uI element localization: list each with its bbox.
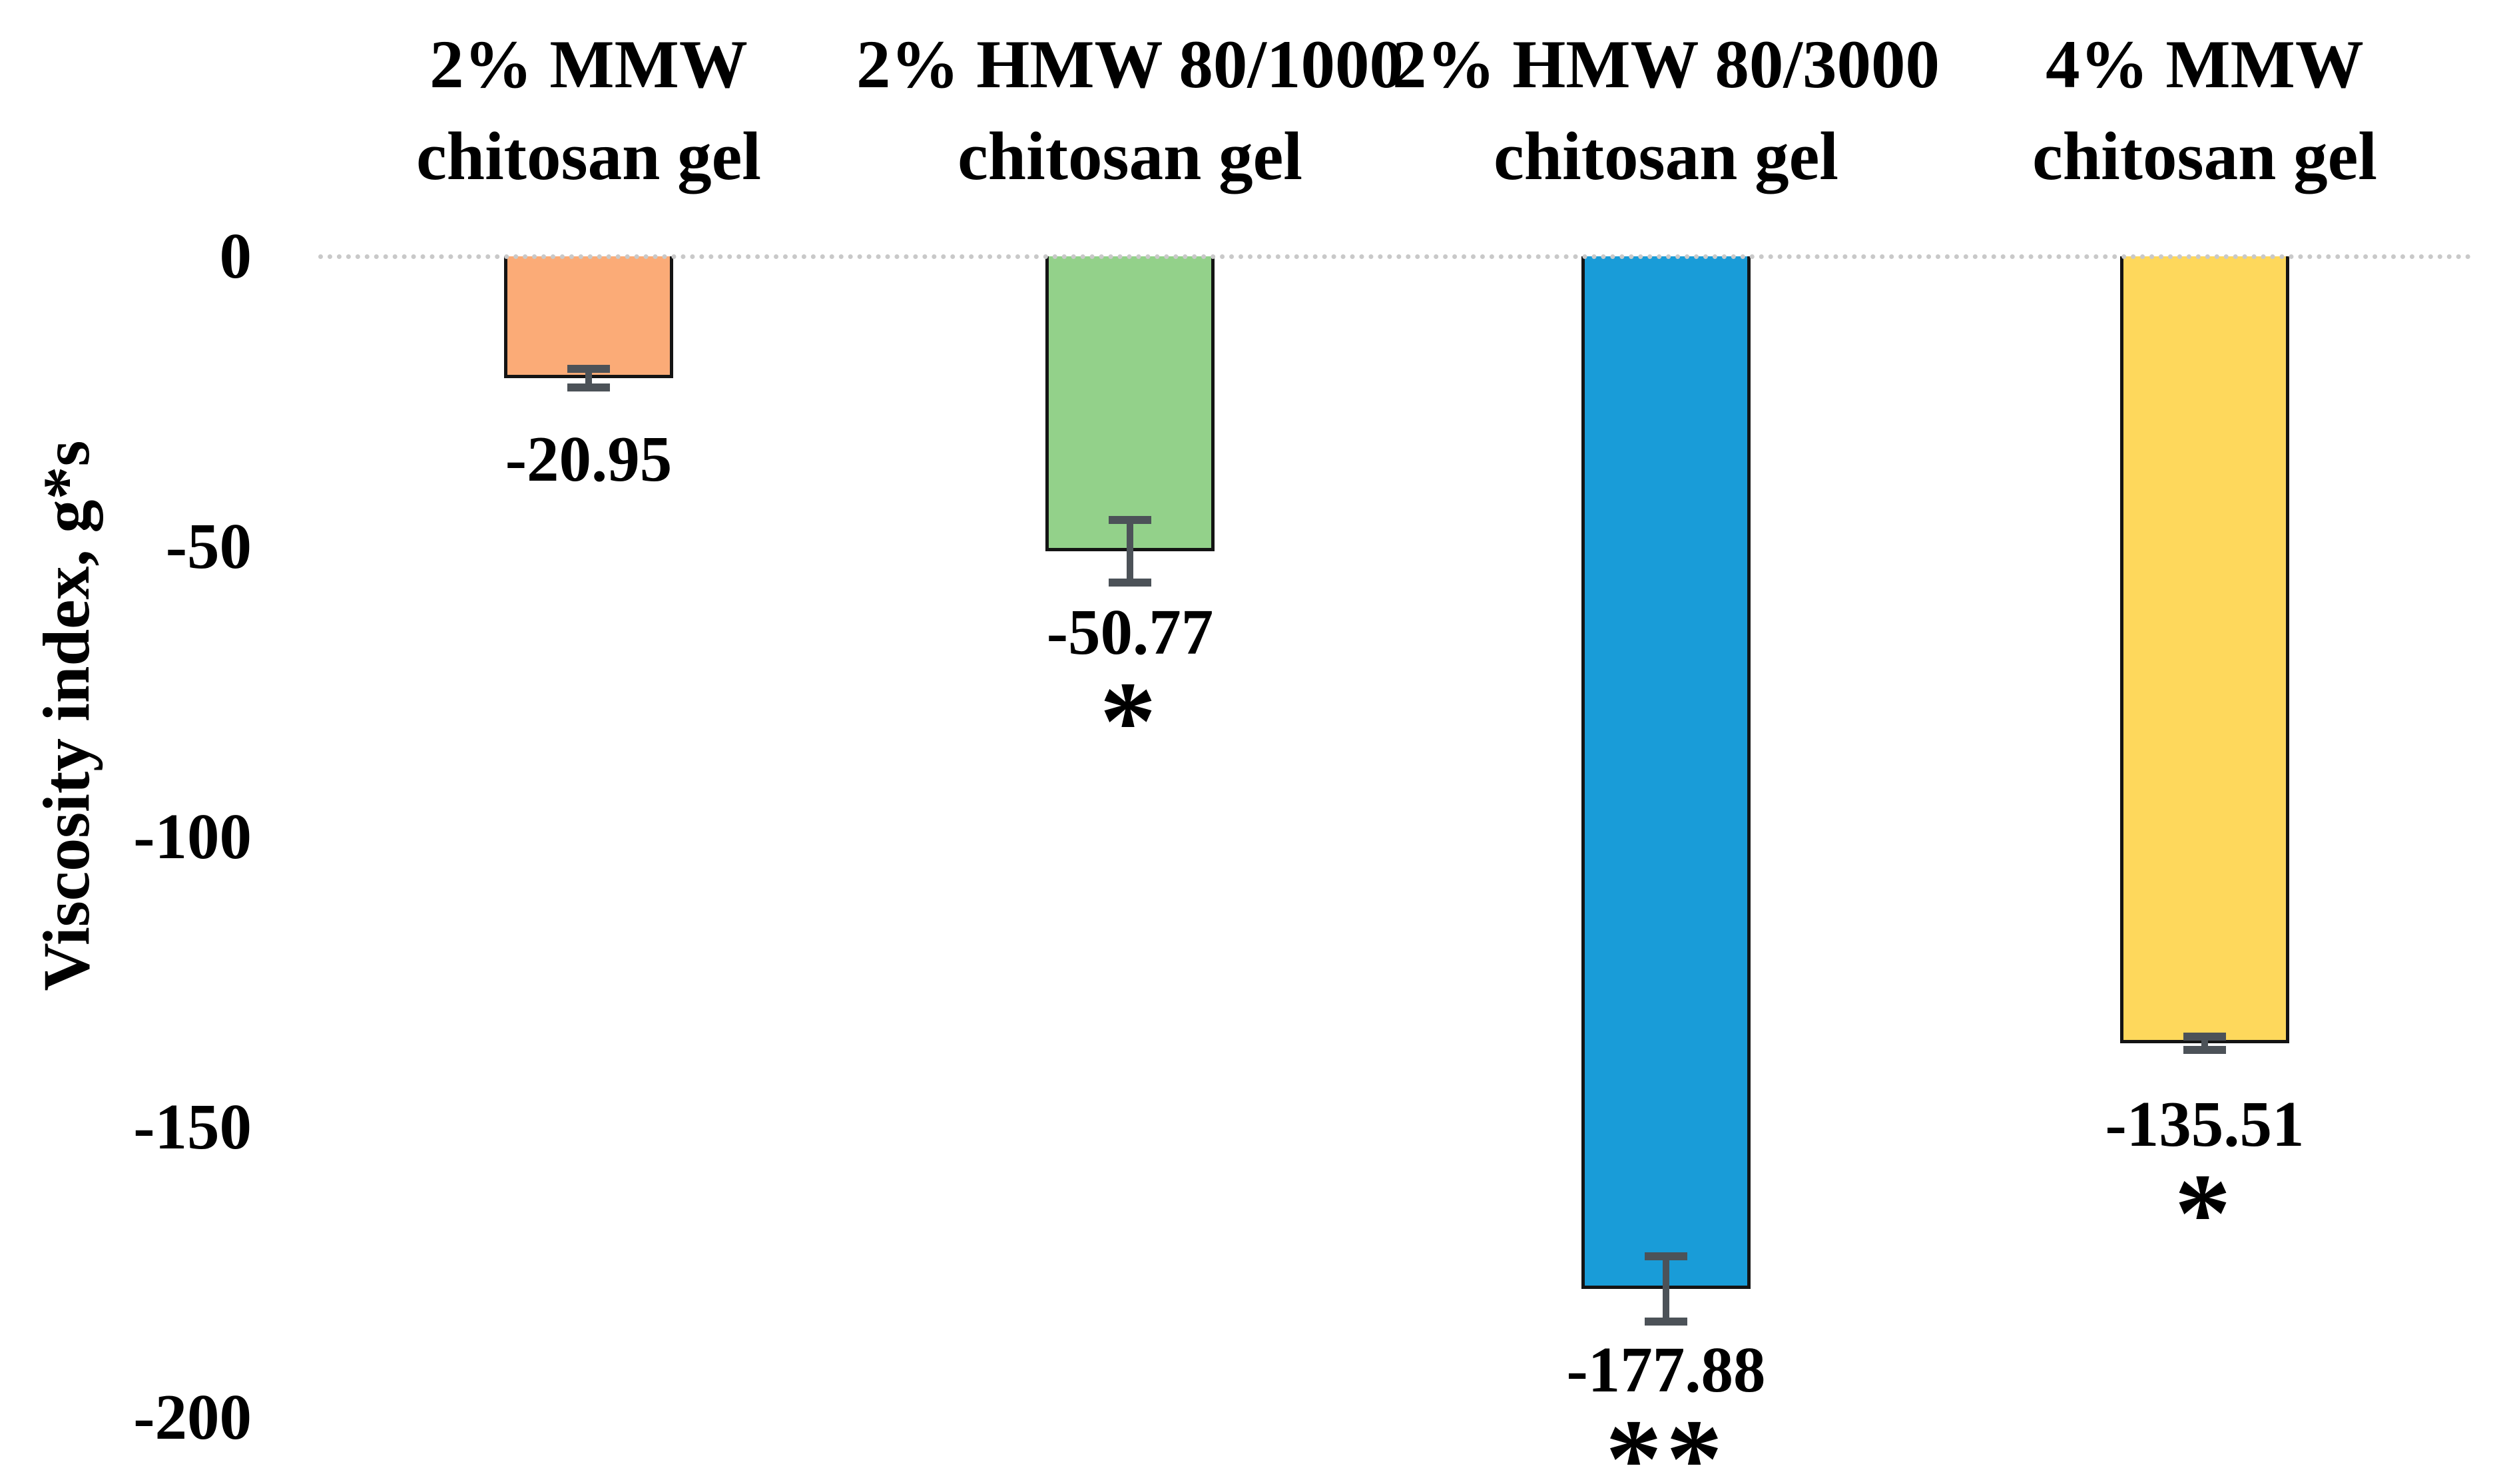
category-label-line2: chitosan gel [2032,119,2377,194]
y-tick-label-0: 0 [219,220,252,292]
category-label-line1: 2% HMW 80/3000 [1392,27,1940,103]
category-label-line2: chitosan gel [416,119,761,194]
y-tick-label-neg150: -150 [133,1091,252,1162]
bar-group-2pct-hmw-80-1000: 2% HMW 80/1000 chitosan gel -50.77 * [764,0,1496,1484]
error-bar-stem [1663,1252,1669,1326]
error-bar [1645,1252,1687,1326]
bar-group-4pct-mmw: 4% MMW chitosan gel -135.51 * [1838,0,2499,1484]
error-bar [1109,516,1151,587]
error-bar-bottom-cap [2183,1046,2226,1054]
bar-group-2pct-mmw: 2% MMW chitosan gel -20.95 [222,0,955,1484]
category-label-line1: 2% MMW [429,27,748,103]
error-bar-bottom-cap [567,383,610,391]
value-label: -50.77 [1046,597,1214,668]
category-label-line2: chitosan gel [1494,119,1838,194]
error-bar-bottom-cap [1645,1318,1687,1326]
category-label: 2% MMW chitosan gel [222,19,955,202]
error-bar-bottom-cap [1109,579,1151,587]
y-tick-label-neg200: -200 [133,1381,252,1453]
bar [1045,256,1215,551]
error-bar [567,365,610,391]
category-label-line1: 2% HMW 80/1000 [856,27,1404,103]
category-label: 4% MMW chitosan gel [1838,19,2499,202]
y-tick-label-neg50: -50 [165,511,252,582]
category-label: 2% HMW 80/3000 chitosan gel [1300,19,2032,202]
significance-marker: * [2174,1150,2235,1276]
y-tick-label-neg100: -100 [133,801,252,872]
error-bar [2183,1033,2226,1054]
value-label: -177.88 [1566,1334,1766,1405]
x-axis-baseline [318,254,2472,259]
significance-marker: * [1099,658,1161,784]
bar [504,256,673,378]
error-bar-stem [585,365,592,391]
bar [2120,256,2289,1043]
category-label: 2% HMW 80/1000 chitosan gel [764,19,1496,202]
error-bar-stem [1127,516,1133,587]
category-label-line1: 4% MMW [2046,27,2364,103]
value-label: -20.95 [505,423,673,495]
significance-marker: ** [1605,1396,1727,1484]
category-label-line2: chitosan gel [958,119,1302,194]
y-axis-title: Viscosity index, g*s [29,440,103,991]
bar-group-2pct-hmw-80-3000: 2% HMW 80/3000 chitosan gel -177.88 ** [1300,0,2032,1484]
value-label: -135.51 [2105,1089,2305,1160]
error-bar-stem [2201,1033,2208,1054]
bar [1581,256,1751,1289]
